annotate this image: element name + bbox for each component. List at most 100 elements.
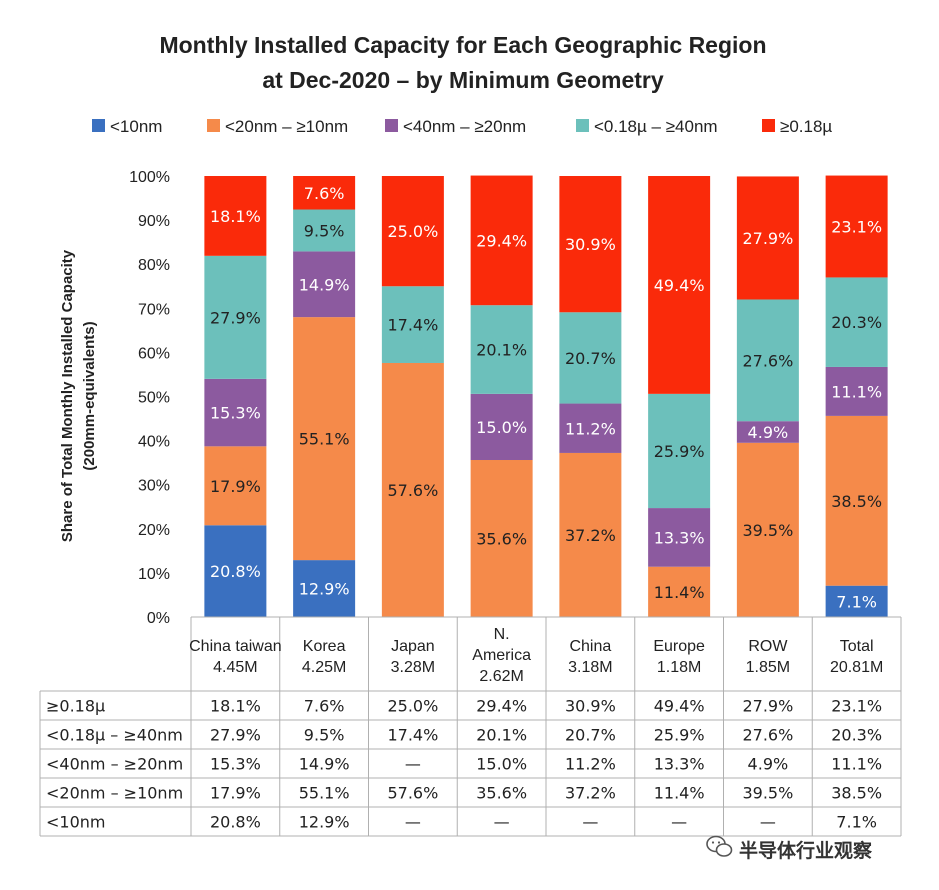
- table-cell-0-1: 7.6%: [304, 697, 345, 716]
- table-row-header-3: <20nm – ≥10nm: [46, 784, 183, 803]
- table-cell-1-7: 20.3%: [831, 726, 882, 745]
- legend-swatch-1: [207, 119, 220, 132]
- table-cell-0-2: 25.0%: [387, 697, 438, 716]
- bar-segment-5-1: [648, 566, 711, 617]
- legend-label-3: <0.18µ – ≥40nm: [594, 117, 718, 136]
- table-cell-2-7: 11.1%: [831, 755, 882, 774]
- table-cell-2-3: 15.0%: [476, 755, 527, 774]
- bar-data-label-7-0: 7.1%: [836, 592, 877, 611]
- bar-data-label-3-1: 35.6%: [476, 530, 527, 549]
- y-axis: 0% 10% 20% 30% 40% 50% 60% 70% 80% 90% 100%: [129, 169, 170, 627]
- y-tick-label-1: 10%: [138, 566, 170, 583]
- bar-segment-6-3: [736, 299, 799, 422]
- bar-data-label-3-3: 20.1%: [476, 341, 527, 360]
- bar-segment-5-4: [648, 176, 711, 394]
- category-label-line2-3: America: [472, 647, 531, 664]
- category-label-2: Japan: [391, 638, 435, 655]
- chart-title-line-2: at Dec-2020 – by Minimum Geometry: [262, 67, 664, 93]
- legend-label-0: <10nm: [110, 117, 162, 136]
- bar-segment-1-1: [293, 317, 356, 561]
- data-table: China taiwan 4.45M Korea 4.25M Japan 3.28M N. A…: [39, 616, 902, 837]
- bar-data-label-5-2: 13.3%: [654, 528, 705, 547]
- bar-data-label-0-1: 17.9%: [210, 477, 261, 496]
- category-label-7: Total: [840, 638, 874, 655]
- bar-segment-7-1: [825, 415, 888, 586]
- bar-data-label-2-1: 57.6%: [387, 481, 438, 500]
- bar-data-label-1-3: 9.5%: [304, 221, 345, 240]
- bar-segment-5-3: [648, 393, 711, 509]
- table-cell-2-1: 14.9%: [299, 755, 350, 774]
- bar-segment-0-3: [204, 255, 267, 379]
- table-cell-1-6: 27.6%: [742, 726, 793, 745]
- y-tick-label-7: 70%: [138, 301, 170, 318]
- category-capacity-4: 3.18M: [568, 659, 612, 676]
- bar-data-label-4-1: 37.2%: [565, 526, 616, 545]
- bar-data-label-3-4: 29.4%: [476, 231, 527, 250]
- table-cell-0-5: 49.4%: [654, 697, 705, 716]
- bar-data-label-4-4: 30.9%: [565, 235, 616, 254]
- category-capacity-1: 4.25M: [302, 659, 346, 676]
- legend-swatch-3: [576, 119, 589, 132]
- wechat-icon: [706, 835, 733, 857]
- bar-segment-4-2: [559, 403, 622, 453]
- table-cell-3-2: 57.6%: [387, 784, 438, 803]
- bar-segment-7-2: [825, 366, 888, 416]
- table-row-header-0: ≥0.18µ: [46, 697, 105, 716]
- legend-label-1: <20nm – ≥10nm: [225, 117, 348, 136]
- category-label-4: China: [569, 638, 611, 655]
- bar-data-label-7-2: 11.1%: [831, 382, 882, 401]
- legend-swatch-0: [92, 119, 105, 132]
- table-cell-0-4: 30.9%: [565, 697, 616, 716]
- category-label-5: Europe: [653, 638, 705, 655]
- y-axis-label: Share of Total Monthly Installed Capacit…: [59, 249, 98, 542]
- table-cell-2-5: 13.3%: [654, 755, 705, 774]
- table-cell-3-1: 55.1%: [299, 784, 350, 803]
- y-tick-label-3: 30%: [138, 478, 170, 495]
- bar-segment-0-0: [204, 525, 267, 617]
- y-tick-label-0: 0%: [147, 610, 170, 627]
- bar-segment-3-1: [470, 460, 533, 617]
- bar-segment-4-1: [559, 452, 622, 617]
- table-cell-4-7: 7.1%: [836, 813, 877, 832]
- bar-segment-6-4: [736, 176, 799, 300]
- bar-segment-4-3: [559, 312, 622, 404]
- table-cell-4-4: —: [582, 813, 598, 832]
- bar-data-label-7-3: 20.3%: [831, 313, 882, 332]
- y-axis-label-line-1: Share of Total Monthly Installed Capacit…: [59, 249, 76, 542]
- bar-data-label-0-3: 27.9%: [210, 308, 261, 327]
- table-cell-4-1: 12.9%: [299, 813, 350, 832]
- bar-data-label-6-2: 4.9%: [748, 423, 789, 442]
- y-tick-label-4: 40%: [138, 434, 170, 451]
- legend: <10nm <20nm – ≥10nm <40nm – ≥20nm <0.18µ – …: [92, 117, 832, 136]
- bar-data-label-7-1: 38.5%: [831, 492, 882, 511]
- bar-segment-3-3: [470, 305, 533, 394]
- y-tick-label-9: 90%: [138, 213, 170, 230]
- table-cell-0-6: 27.9%: [742, 697, 793, 716]
- bar-segment-3-4: [470, 175, 533, 306]
- bar-data-label-2-4: 25.0%: [387, 222, 438, 241]
- table-cell-0-0: 18.1%: [210, 697, 261, 716]
- bar-segment-1-4: [293, 176, 356, 210]
- table-row-header-1: <0.18µ – ≥40nm: [46, 726, 183, 745]
- category-label-1: Korea: [303, 638, 346, 655]
- bar-segment-5-2: [648, 508, 711, 567]
- legend-swatch-4: [762, 119, 775, 132]
- table-row-header-2: <40nm – ≥20nm: [46, 755, 183, 774]
- bar-data-label-4-2: 11.2%: [565, 419, 616, 438]
- bar-data-label-7-4: 23.1%: [831, 217, 882, 236]
- category-label-3: N.: [494, 626, 510, 643]
- watermark-text: 半导体行业观察: [739, 839, 873, 862]
- table-cell-4-5: —: [671, 813, 687, 832]
- bar-data-label-1-0: 12.9%: [299, 580, 350, 599]
- table-cell-2-2: —: [405, 755, 421, 774]
- bar-segment-0-2: [204, 378, 267, 447]
- table-cell-1-2: 17.4%: [387, 726, 438, 745]
- table-cell-1-0: 27.9%: [210, 726, 261, 745]
- category-label-0: China taiwan: [189, 638, 282, 655]
- bar-segment-1-2: [293, 251, 356, 318]
- bar-data-label-6-3: 27.6%: [742, 351, 793, 370]
- bar-segment-4-4: [559, 176, 622, 313]
- bar-segment-2-1: [381, 362, 444, 617]
- table-cell-1-4: 20.7%: [565, 726, 616, 745]
- table-cell-0-7: 23.1%: [831, 697, 882, 716]
